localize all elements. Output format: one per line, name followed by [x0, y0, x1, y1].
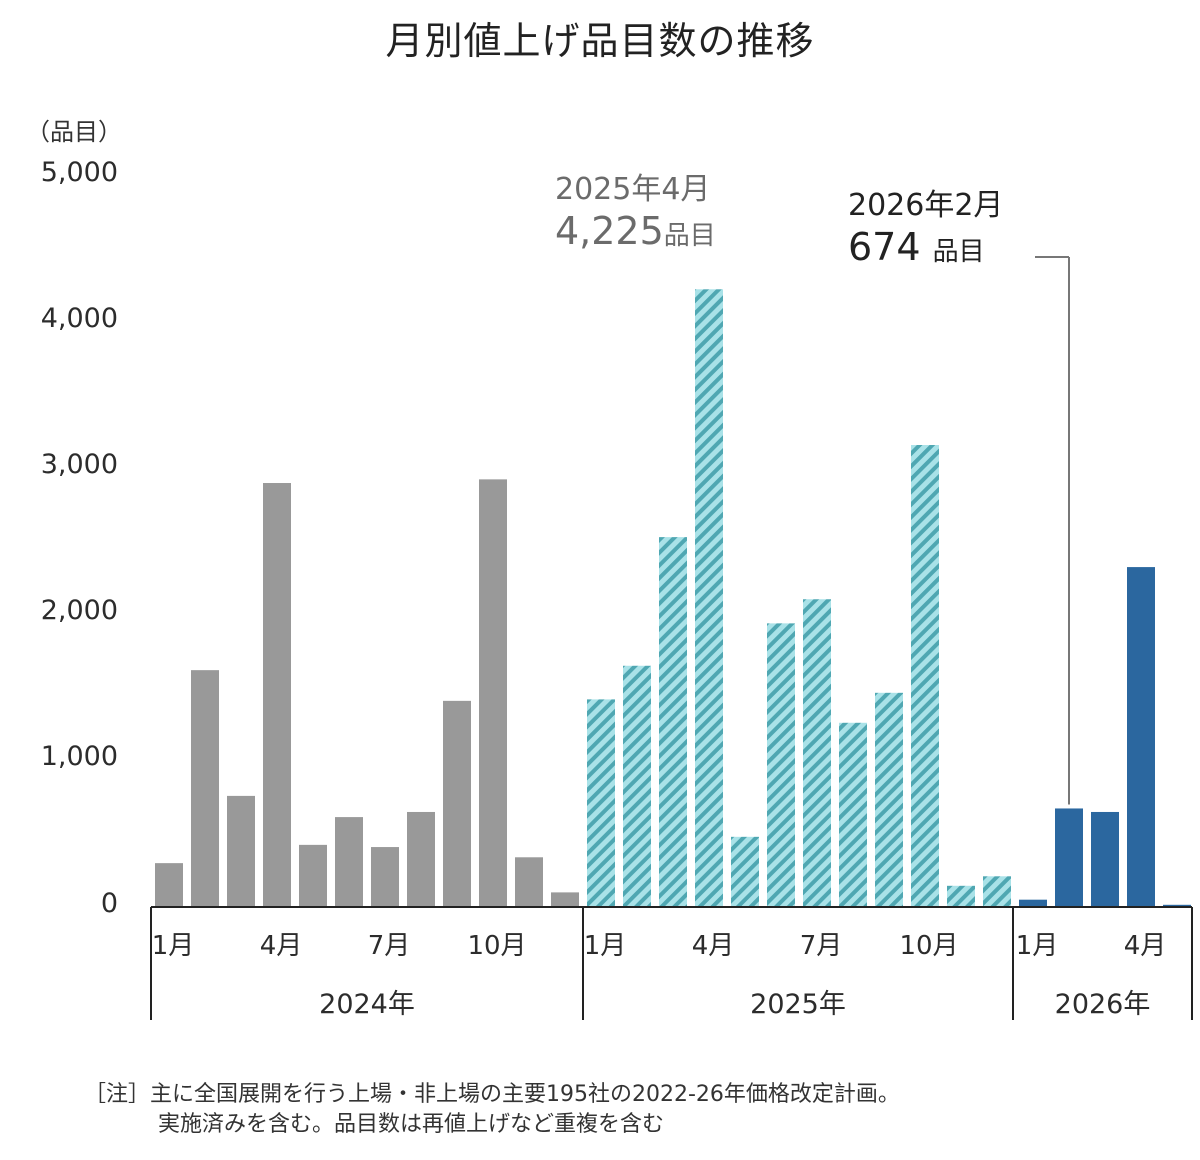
bar-2024-01 [155, 863, 183, 907]
chart-title: 月別値上げ品目数の推移 [385, 19, 815, 63]
bar-2025-09 [875, 692, 903, 907]
annotation-leader-line [1035, 256, 1070, 805]
annotation-latest: 2026年2月 674 品目 [848, 188, 1003, 275]
bar-2024-12 [551, 892, 579, 907]
bar-2025-12 [983, 876, 1011, 907]
bar-2024-04 [263, 483, 291, 907]
x-label-year-2024年: 2024年 [319, 989, 415, 1020]
y-tick-3000: 3,000 [40, 449, 118, 480]
annotation-latest-period: 2026年2月 [848, 188, 1004, 223]
bar-2024-10 [479, 479, 507, 907]
bar-2024-07 [371, 847, 399, 907]
x-label-month: 4月 [691, 931, 735, 961]
footnote-prefix: ［注］ [84, 1082, 151, 1107]
bar-2024-02 [191, 670, 219, 907]
bar-2025-05 [731, 836, 759, 907]
x-label-month: 10月 [467, 931, 527, 961]
x-label-year-2026年: 2026年 [1054, 989, 1151, 1020]
y-tick-0: 0 [100, 888, 118, 919]
bar-2026-02 [1055, 808, 1083, 907]
y-axis-unit-label: （品目） [26, 118, 122, 146]
bar-2025-02 [623, 665, 651, 907]
bar-2024-11 [515, 857, 543, 907]
bar-2025-08 [839, 722, 867, 907]
y-tick-1000: 1,000 [40, 741, 118, 772]
x-label-month: 7月 [367, 931, 411, 961]
x-label-month: 1月 [151, 931, 195, 961]
bar-2026-04 [1127, 567, 1155, 907]
bar-2025-11 [947, 885, 975, 907]
x-label-month: 4月 [259, 931, 303, 961]
bar-2024-03 [227, 795, 255, 907]
bar-2024-09 [443, 700, 471, 907]
annotation-latest-value: 674 [848, 225, 921, 269]
bar-2025-10 [911, 445, 939, 907]
bar-2026-03 [1091, 811, 1119, 907]
x-label-month: 1月 [583, 931, 627, 961]
bar-2024-05 [299, 844, 327, 907]
footnote-line-2: 実施済みを含む。品目数は再値上げなど重複を含む [158, 1112, 665, 1137]
x-label-month: 7月 [799, 931, 843, 961]
x-label-month: 10月 [899, 931, 959, 961]
bar-2025-04 [695, 289, 723, 907]
bar-2024-06 [335, 817, 363, 907]
annotation-latest-unit: 品目 [932, 237, 985, 267]
bar-2026-01 [1019, 899, 1047, 907]
bar-2024-08 [407, 811, 435, 907]
bar-2025-07 [803, 599, 831, 907]
footnote-line-1: 主に全国展開を行う上場・非上場の主要195社の2022-26年価格改定計画。 [150, 1082, 900, 1107]
x-label-month: 4月 [1123, 931, 1167, 961]
annotation-peak: 2025年4月 4,225品目 [555, 172, 716, 259]
bar-2025-06 [767, 623, 795, 907]
y-tick-5000: 5,000 [40, 157, 118, 188]
y-tick-2000: 2,000 [40, 595, 118, 626]
bar-2026-05 [1163, 904, 1191, 907]
footnote: ［注］主に全国展開を行う上場・非上場の主要195社の2022-26年価格改定計画… [84, 1080, 900, 1140]
x-axis [150, 906, 1193, 1020]
annotation-peak-period: 2025年4月 [555, 172, 711, 207]
bar-2025-03 [659, 537, 687, 907]
y-tick-4000: 4,000 [40, 303, 118, 334]
annotation-peak-unit: 品目 [663, 221, 716, 251]
x-label-year-2025年: 2025年 [750, 989, 846, 1020]
bar-2025-01 [587, 699, 615, 907]
bars-group [155, 289, 1191, 907]
annotation-peak-value: 4,225 [555, 209, 664, 253]
x-label-month: 1月 [1015, 931, 1059, 961]
